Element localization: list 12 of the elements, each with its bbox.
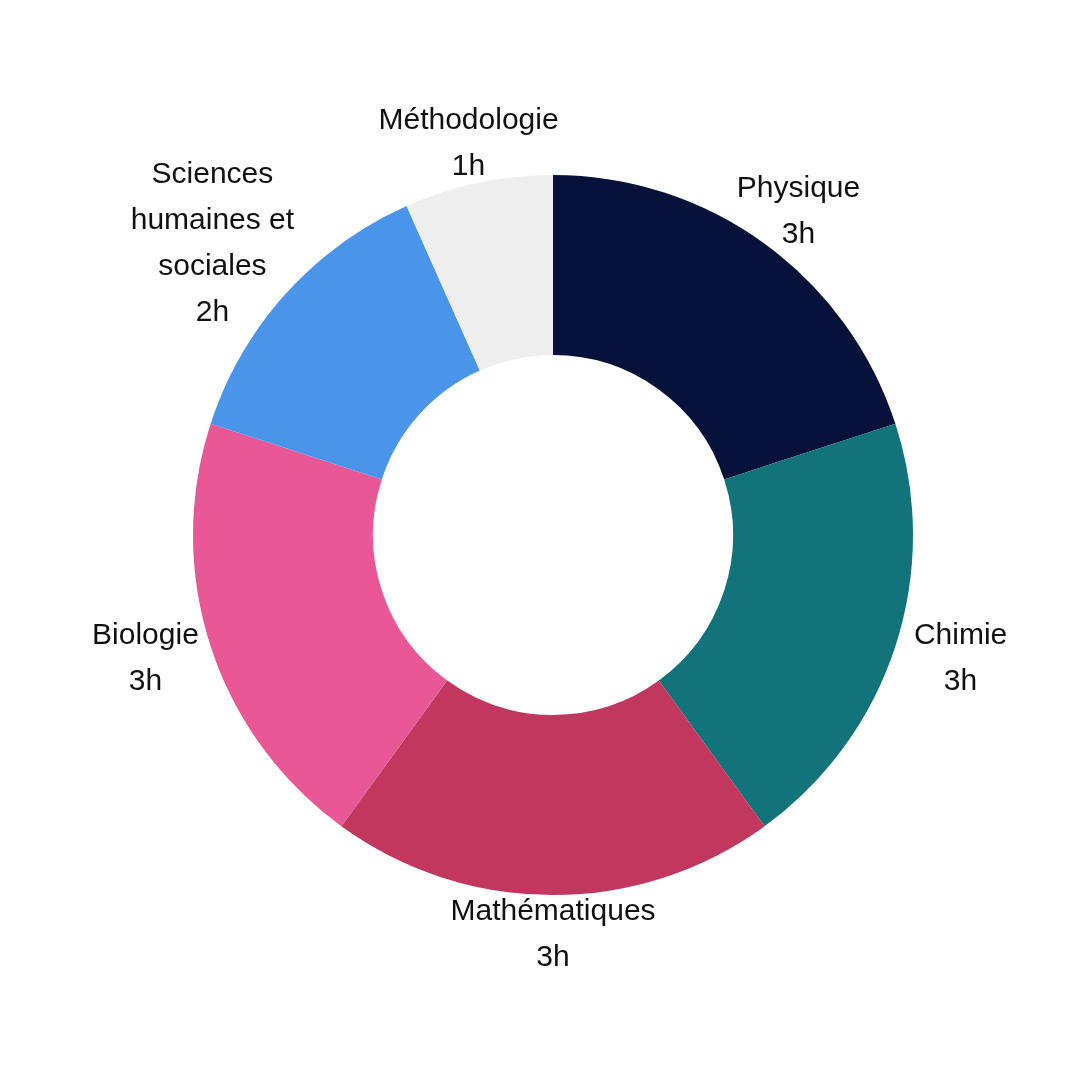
slice-label: Biologie <box>92 616 199 650</box>
data-label: 3h <box>128 662 163 696</box>
slice-label: Méthodologie <box>378 102 559 136</box>
data-label: 2h <box>195 293 230 327</box>
slice-label: Chimie <box>913 616 1008 650</box>
slice-label: Physique <box>736 169 861 203</box>
slice-label: Mathématiques <box>450 893 656 927</box>
data-label: 3h <box>536 939 570 973</box>
data-label: 3h <box>781 215 816 249</box>
data-label: 3h <box>943 662 978 696</box>
slice-label: Sciences humaines et sociales <box>130 155 295 281</box>
data-label: 1h <box>451 148 486 182</box>
